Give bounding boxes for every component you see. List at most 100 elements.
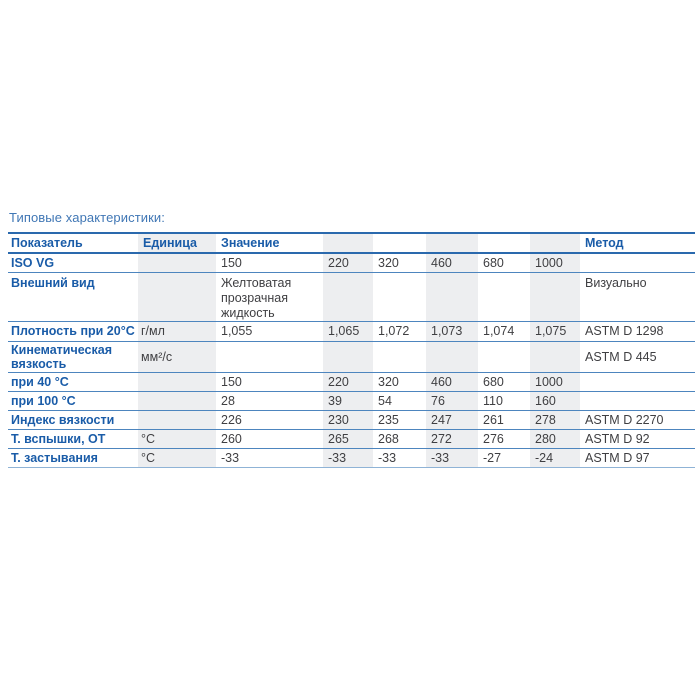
method-cell: Визуально bbox=[585, 275, 647, 290]
method-cell: ASTM D 97 bbox=[585, 450, 650, 465]
column-header-method: Метод bbox=[585, 236, 624, 250]
value-cell: 276 bbox=[483, 431, 504, 446]
value-cell: 680 bbox=[483, 374, 504, 389]
row-label-cell: ISO VG bbox=[11, 255, 55, 270]
method-cell bbox=[580, 253, 695, 272]
unit-cell bbox=[138, 272, 216, 321]
value-cell: 235 bbox=[378, 412, 399, 427]
value-cell: 261 bbox=[483, 412, 504, 427]
value-cell: 1,075 bbox=[530, 321, 580, 341]
method-cell: ASTM D 2270 bbox=[585, 412, 664, 427]
page-title: Типовые характеристики: bbox=[9, 210, 165, 225]
value-cell: 260 bbox=[221, 431, 242, 446]
value-cell: 1,073 bbox=[426, 321, 478, 341]
column-header-v1000 bbox=[530, 233, 580, 253]
column-header-v150: Значение bbox=[221, 236, 280, 250]
row-label-cell: Плотность при 20°C bbox=[11, 324, 135, 338]
value-cell bbox=[426, 272, 478, 321]
value-cell: 680 bbox=[483, 255, 504, 270]
value-cell: 28 bbox=[221, 393, 235, 408]
value-cell: 1,065 bbox=[323, 321, 373, 341]
table-row: Т. застывания °C -33 -33 -33 -33 -27 -24 ASTM D … bbox=[8, 448, 695, 467]
value-cell: 265 bbox=[323, 429, 373, 448]
value-cell: 230 bbox=[323, 410, 373, 429]
row-label-cell: Кинематическая вязкость bbox=[11, 342, 112, 371]
method-cell bbox=[580, 391, 695, 410]
value-cell bbox=[216, 341, 323, 372]
column-header-v320 bbox=[373, 233, 426, 253]
value-cell: 1000 bbox=[530, 372, 580, 391]
row-label-cell: при 100 °C bbox=[11, 393, 76, 408]
value-cell: 160 bbox=[530, 391, 580, 410]
value-cell: -33 bbox=[323, 448, 373, 467]
column-header-v680 bbox=[478, 233, 530, 253]
value-cell bbox=[530, 272, 580, 321]
column-header-v220 bbox=[323, 233, 373, 253]
value-cell: 1,055 bbox=[221, 324, 253, 338]
table-header-row: Показатель Единица Значение Метод bbox=[8, 233, 695, 253]
row-label-cell: при 40 °C bbox=[11, 374, 69, 389]
value-cell: 278 bbox=[530, 410, 580, 429]
value-cell: 1000 bbox=[530, 253, 580, 272]
value-cell bbox=[373, 272, 426, 321]
table-row: Кинематическая вязкость мм²/с ASTM D 445 bbox=[8, 341, 695, 372]
method-cell bbox=[580, 372, 695, 391]
column-header-v460 bbox=[426, 233, 478, 253]
value-cell bbox=[478, 341, 530, 372]
table-row: Индекс вязкости 226 230 235 247 261 278 ASTM D … bbox=[8, 410, 695, 429]
column-header-indicator: Показатель bbox=[11, 236, 83, 250]
unit-cell bbox=[138, 253, 216, 272]
value-cell: 76 bbox=[426, 391, 478, 410]
value-cell: 320 bbox=[378, 255, 399, 270]
table-row: Внешний вид Желтоватая прозрачная жидкост… bbox=[8, 272, 695, 321]
value-cell: -33 bbox=[378, 450, 397, 465]
value-cell: 247 bbox=[426, 410, 478, 429]
unit-cell: °C bbox=[138, 429, 216, 448]
value-cell: -24 bbox=[530, 448, 580, 467]
unit-cell: мм²/с bbox=[138, 341, 216, 372]
table-row: Плотность при 20°C г/мл 1,055 1,065 1,072 1,0… bbox=[8, 321, 695, 341]
value-cell bbox=[323, 272, 373, 321]
value-cell bbox=[373, 341, 426, 372]
value-cell bbox=[426, 341, 478, 372]
unit-cell bbox=[138, 391, 216, 410]
value-cell: 460 bbox=[426, 253, 478, 272]
value-cell bbox=[530, 341, 580, 372]
value-cell: 54 bbox=[378, 393, 392, 408]
unit-cell bbox=[138, 410, 216, 429]
table-body: ISO VG 150 220 320 460 680 1000 Внешний вид Желт… bbox=[8, 253, 695, 467]
unit-cell: г/мл bbox=[138, 321, 216, 341]
row-label-cell: Т. вспышки, ОТ bbox=[11, 431, 106, 446]
value-cell: 268 bbox=[378, 431, 399, 446]
table-row: Т. вспышки, ОТ °C 260 265 268 272 276 280 ASTM D… bbox=[8, 429, 695, 448]
value-cell: Желтоватая прозрачная жидкость bbox=[221, 275, 292, 320]
value-cell bbox=[323, 341, 373, 372]
value-cell: 272 bbox=[426, 429, 478, 448]
value-cell: 1,074 bbox=[483, 324, 515, 338]
row-label-cell: Индекс вязкости bbox=[11, 412, 115, 427]
column-header-unit: Единица bbox=[138, 233, 216, 253]
typical-characteristics-table: Показатель Единица Значение Метод ISO VG 150… bbox=[8, 232, 695, 468]
method-cell: ASTM D 92 bbox=[585, 431, 650, 446]
unit-cell: °C bbox=[138, 448, 216, 467]
table-row: при 100 °C 28 39 54 76 110 160 bbox=[8, 391, 695, 410]
value-cell: 226 bbox=[221, 412, 242, 427]
table-row: ISO VG 150 220 320 460 680 1000 bbox=[8, 253, 695, 272]
row-label-cell: Внешний вид bbox=[11, 275, 95, 290]
value-cell: 1,072 bbox=[378, 324, 410, 338]
value-cell: 280 bbox=[530, 429, 580, 448]
value-cell: 460 bbox=[426, 372, 478, 391]
value-cell: 320 bbox=[378, 374, 399, 389]
value-cell: 150 bbox=[221, 374, 242, 389]
value-cell: 39 bbox=[323, 391, 373, 410]
value-cell: 150 bbox=[221, 255, 242, 270]
value-cell: 110 bbox=[483, 393, 503, 408]
unit-cell bbox=[138, 372, 216, 391]
value-cell: 220 bbox=[323, 372, 373, 391]
method-cell: ASTM D 1298 bbox=[585, 324, 664, 338]
table-header: Показатель Единица Значение Метод bbox=[8, 233, 695, 253]
value-cell: -33 bbox=[426, 448, 478, 467]
value-cell bbox=[478, 272, 530, 321]
method-cell: ASTM D 445 bbox=[585, 349, 657, 364]
row-label-cell: Т. застывания bbox=[11, 450, 98, 465]
